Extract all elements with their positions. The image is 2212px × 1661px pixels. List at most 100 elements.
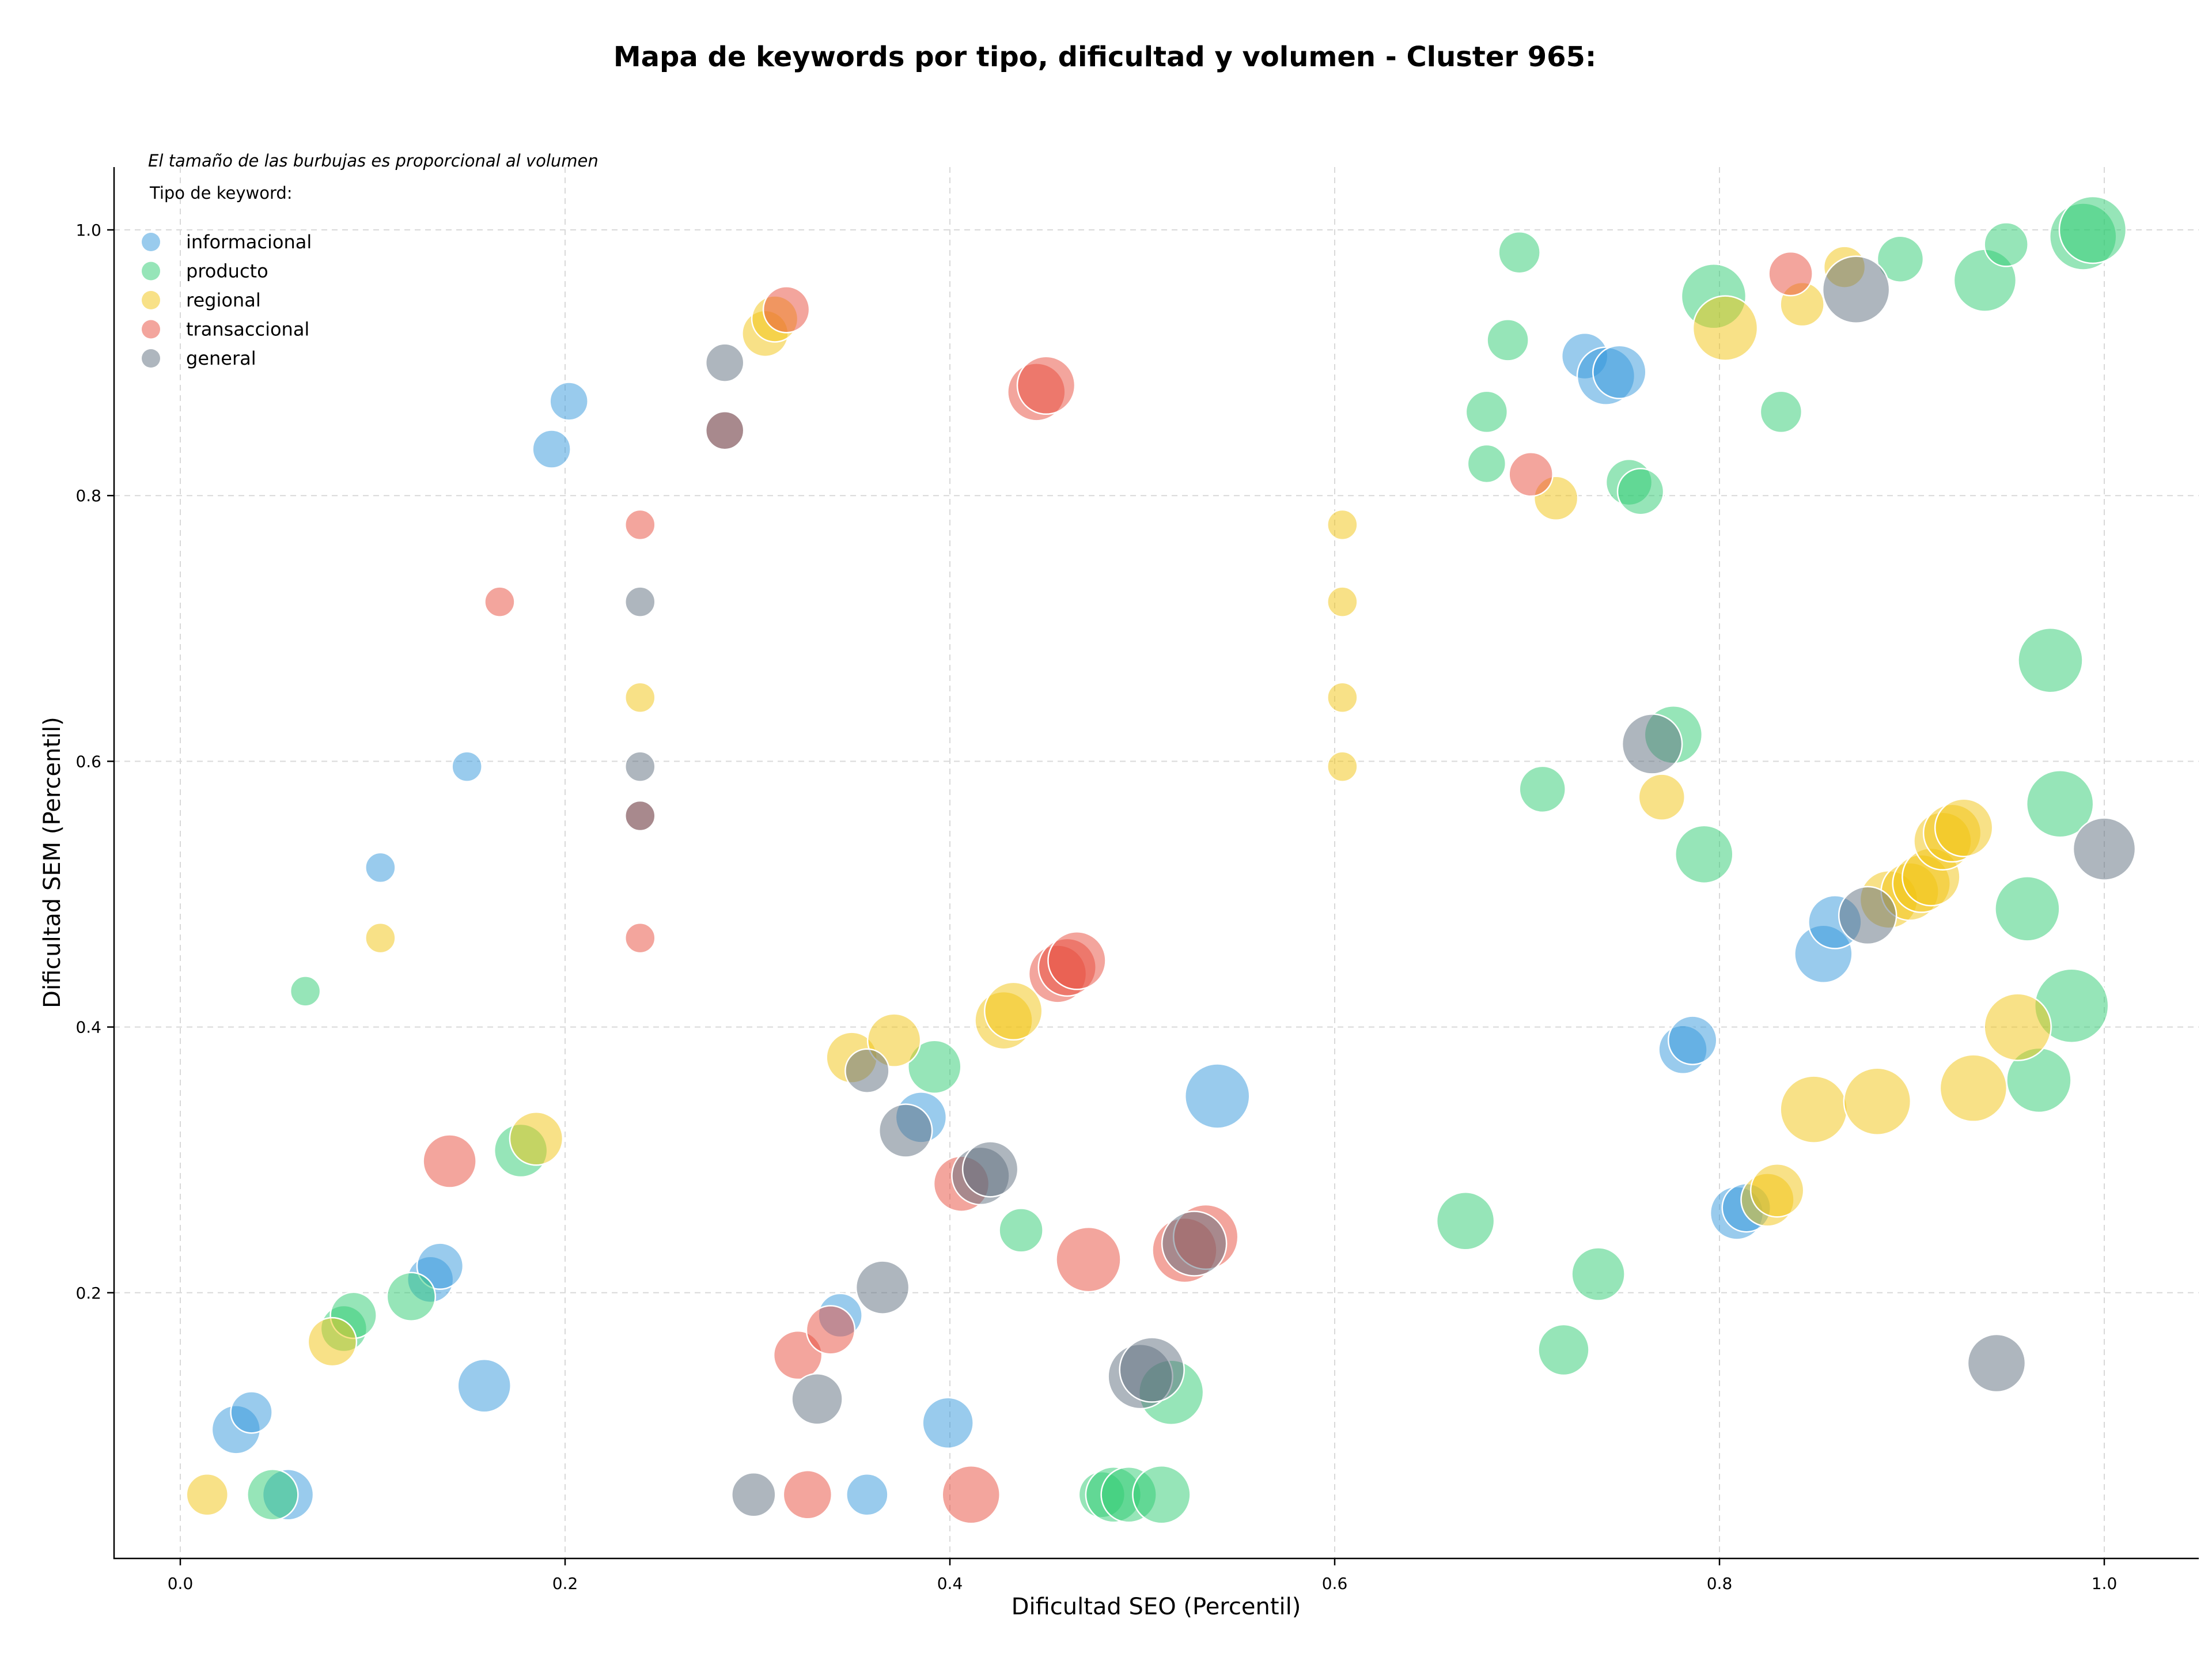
- bubble-transaccional: [624, 509, 656, 541]
- bubble-producto: [1465, 390, 1509, 434]
- y-tick-label: 0.4: [75, 1018, 101, 1037]
- bubble-regional: [1934, 798, 1994, 857]
- y-tick-label: 0.8: [75, 486, 101, 505]
- bubble-informacional: [1184, 1063, 1251, 1129]
- bubble-producto: [1467, 444, 1507, 484]
- bubble-transaccional: [1055, 1226, 1122, 1293]
- bubble-regional: [1327, 509, 1358, 541]
- bubble-producto: [1759, 390, 1803, 434]
- bubble-general: [791, 1373, 843, 1425]
- bubble-informacional: [230, 1391, 273, 1434]
- bubble-regional: [307, 1316, 358, 1367]
- bubble-regional: [365, 922, 396, 954]
- bubble-general: [731, 1472, 777, 1518]
- bubble-regional: [1327, 751, 1358, 782]
- y-tick-label: 1.0: [75, 221, 101, 240]
- x-tick-label: 0.0: [168, 1574, 194, 1593]
- chart-title: Mapa de keywords por tipo, dificultad y …: [613, 41, 1596, 73]
- y-ticks: 0.2 0.4 0.6 0.8 1.0: [75, 221, 114, 1303]
- bubble-general: [878, 1103, 933, 1158]
- legend-marker-transaccional: [142, 320, 160, 339]
- bubble-informacional: [532, 429, 571, 469]
- bubble-producto: [1518, 765, 1566, 814]
- bubble-general: [1161, 1210, 1228, 1277]
- bubble-informacional: [451, 751, 483, 782]
- bubbles: [185, 195, 2137, 1524]
- bubble-producto: [2017, 627, 2084, 694]
- bubble-transaccional: [762, 286, 810, 334]
- bubble-producto: [907, 1039, 962, 1095]
- bubble-regional: [1327, 586, 1358, 618]
- bubble-general: [1119, 1337, 1185, 1403]
- bubble-transaccional: [422, 1134, 477, 1189]
- legend-label-regional: regional: [186, 289, 261, 311]
- bubble-producto: [1675, 824, 1734, 884]
- bubble-producto: [998, 1208, 1044, 1253]
- bubble-general: [1967, 1333, 2027, 1393]
- bubble-general: [1838, 886, 1897, 945]
- bubble-informacional: [846, 1473, 889, 1516]
- bubble-general: [961, 1141, 1019, 1198]
- bubble-producto: [1994, 876, 2061, 942]
- bubble-general: [1821, 255, 1891, 324]
- bubble-general: [624, 800, 656, 832]
- y-tick-label: 0.6: [75, 752, 101, 771]
- bubble-transaccional: [624, 922, 656, 954]
- legend-label-general: general: [186, 347, 256, 369]
- bubble-general: [704, 343, 745, 383]
- x-tick-label: 0.6: [1322, 1574, 1348, 1593]
- y-axis-label: Dificultad SEM (Percentil): [39, 717, 66, 1008]
- x-tick-label: 0.2: [552, 1574, 578, 1593]
- bubble-transaccional: [941, 1465, 1001, 1524]
- bubble-regional: [1843, 1067, 1912, 1136]
- bubble-informacional: [1592, 345, 1647, 399]
- bubble-producto: [1486, 319, 1529, 362]
- bubble-producto: [1435, 1191, 1495, 1251]
- bubble-informacional: [549, 381, 589, 421]
- legend-label-informacional: informacional: [186, 231, 312, 253]
- bubble-producto: [386, 1272, 437, 1322]
- bubble-regional: [1638, 773, 1686, 821]
- bubble-regional: [1779, 1075, 1848, 1144]
- bubble-producto: [1983, 222, 2029, 267]
- bubble-general: [624, 751, 656, 782]
- bubble-transaccional: [1047, 931, 1107, 990]
- bubble-transaccional: [1508, 452, 1554, 497]
- legend-label-transaccional: transaccional: [186, 319, 309, 340]
- bubble-informacional: [922, 1397, 974, 1450]
- series-general: [624, 255, 2137, 1518]
- x-tick-label: 0.8: [1707, 1574, 1733, 1593]
- bubble-regional: [1327, 682, 1358, 713]
- legend: Tipo de keyword: informacional producto re…: [142, 183, 312, 369]
- bubble-regional: [1749, 1163, 1805, 1218]
- bubble-informacional: [457, 1358, 512, 1413]
- bubble-producto: [1616, 468, 1665, 516]
- bubble-informacional: [416, 1242, 464, 1290]
- axes-spines: [113, 167, 2199, 1560]
- bubble-informacional: [365, 852, 396, 884]
- bubble-regional: [1939, 1054, 2008, 1122]
- bubble-producto: [1876, 235, 1925, 283]
- legend-marker-general: [142, 349, 160, 368]
- bubble-producto: [247, 1469, 299, 1521]
- series-producto: [247, 195, 2127, 1524]
- bubble-general: [2072, 817, 2137, 881]
- bubble-size-note: El tamaño de las burbujas es proporciona…: [148, 151, 599, 171]
- legend-label-producto: producto: [186, 260, 268, 282]
- legend-marker-producto: [142, 262, 160, 281]
- bubble-general: [704, 410, 745, 451]
- y-tick-label: 0.2: [75, 1284, 101, 1303]
- bubble-producto: [2058, 195, 2127, 264]
- bubble-producto: [1537, 1323, 1590, 1376]
- bubble-transaccional: [1768, 251, 1813, 297]
- bubble-regional: [624, 682, 656, 713]
- bubble-transaccional: [805, 1305, 856, 1355]
- legend-title: Tipo de keyword:: [149, 183, 293, 203]
- x-axis-label: Dificultad SEO (Percentil): [1012, 1594, 1301, 1620]
- bubble-producto: [289, 975, 321, 1007]
- legend-marker-informacional: [142, 233, 160, 251]
- x-tick-label: 0.4: [937, 1574, 963, 1593]
- bubble-regional: [1983, 993, 2052, 1061]
- bubble-producto: [1498, 230, 1541, 274]
